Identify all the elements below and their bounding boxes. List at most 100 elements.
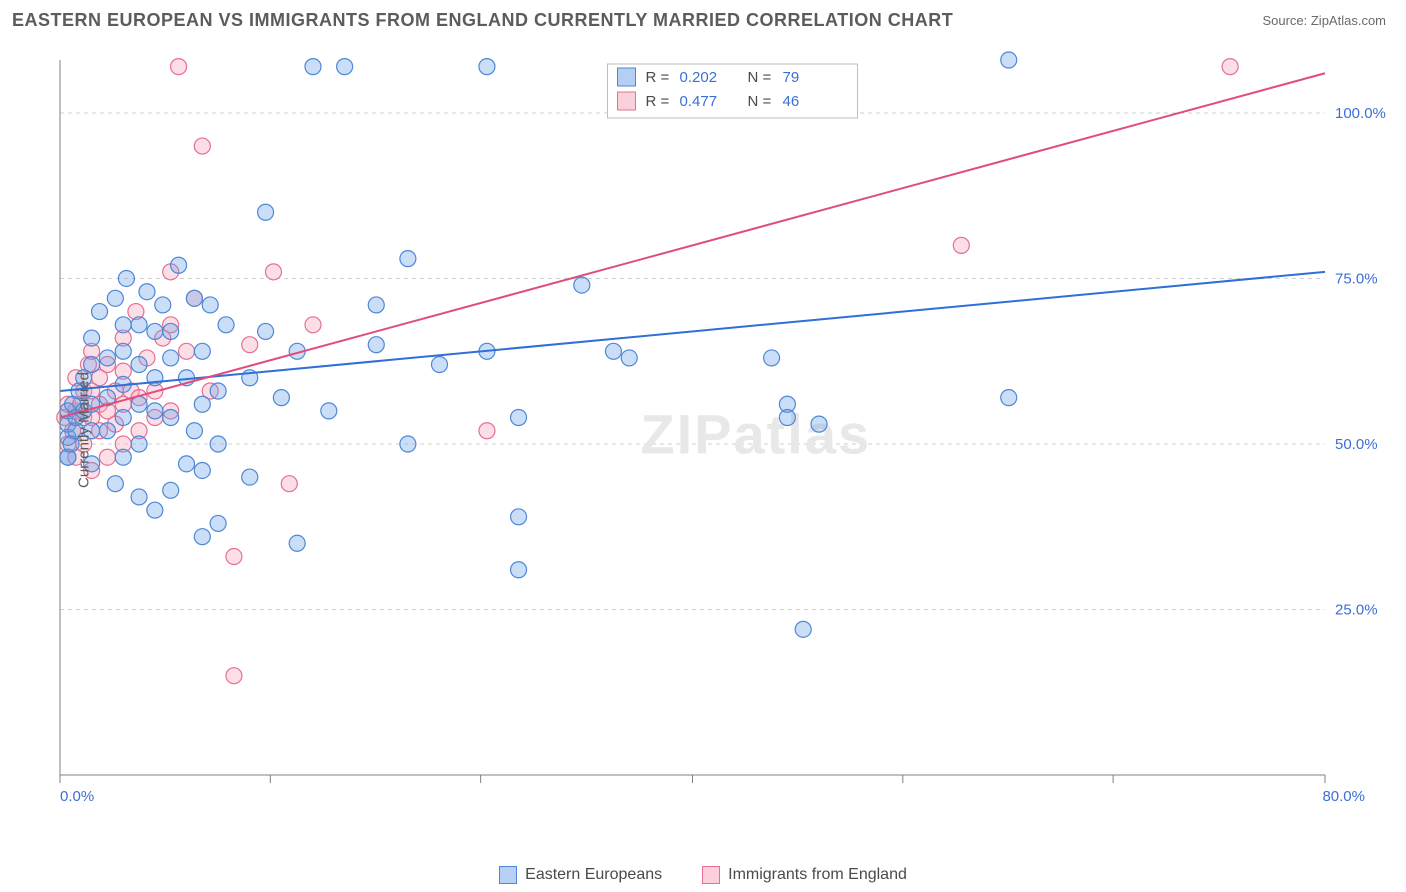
data-point: [194, 138, 210, 154]
trend-line: [60, 272, 1325, 391]
data-point: [764, 350, 780, 366]
legend-item-england: Immigrants from England: [702, 866, 907, 884]
data-point: [305, 317, 321, 333]
watermark: ZIPatlas: [640, 402, 871, 465]
data-point: [337, 59, 353, 75]
data-point: [131, 489, 147, 505]
data-point: [400, 436, 416, 452]
data-point: [139, 284, 155, 300]
data-point: [273, 390, 289, 406]
data-point: [163, 323, 179, 339]
stats-n-value: 79: [783, 69, 800, 86]
data-point: [171, 59, 187, 75]
data-point: [163, 482, 179, 498]
data-point: [155, 297, 171, 313]
data-point: [107, 476, 123, 492]
chart-title: EASTERN EUROPEAN VS IMMIGRANTS FROM ENGL…: [12, 10, 953, 31]
data-point: [131, 396, 147, 412]
data-point: [84, 330, 100, 346]
legend-swatch-eastern: [499, 866, 517, 884]
data-point: [605, 343, 621, 359]
x-tick-label: 0.0%: [60, 788, 94, 805]
data-point: [621, 350, 637, 366]
y-axis-label: Currently Married: [75, 372, 92, 488]
data-point: [210, 436, 226, 452]
stats-swatch: [618, 68, 636, 86]
chart-container: Currently Married 25.0%50.0%75.0%100.0%Z…: [40, 50, 1390, 810]
data-point: [432, 357, 448, 373]
data-point: [179, 456, 195, 472]
data-point: [574, 277, 590, 293]
data-point: [84, 357, 100, 373]
data-point: [194, 343, 210, 359]
data-point: [131, 317, 147, 333]
data-point: [115, 410, 131, 426]
data-point: [258, 323, 274, 339]
data-point: [194, 529, 210, 545]
data-point: [953, 237, 969, 253]
data-point: [147, 403, 163, 419]
chart-source: Source: ZipAtlas.com: [1262, 13, 1386, 28]
data-point: [368, 297, 384, 313]
data-point: [1222, 59, 1238, 75]
data-point: [265, 264, 281, 280]
data-point: [811, 416, 827, 432]
data-point: [368, 337, 384, 353]
y-tick-label: 75.0%: [1335, 270, 1378, 287]
legend-swatch-england: [702, 866, 720, 884]
data-point: [281, 476, 297, 492]
data-point: [131, 357, 147, 373]
stats-r-label: R =: [646, 93, 670, 110]
stats-n-label: N =: [748, 93, 772, 110]
data-point: [99, 449, 115, 465]
x-tick-label: 80.0%: [1322, 788, 1365, 805]
data-point: [511, 410, 527, 426]
data-point: [99, 350, 115, 366]
legend-label-england: Immigrants from England: [728, 866, 907, 884]
data-point: [118, 270, 134, 286]
data-point: [163, 410, 179, 426]
data-point: [115, 449, 131, 465]
stats-n-value: 46: [783, 93, 800, 110]
data-point: [131, 436, 147, 452]
data-point: [115, 317, 131, 333]
legend-item-eastern: Eastern Europeans: [499, 866, 662, 884]
data-point: [226, 549, 242, 565]
data-point: [479, 423, 495, 439]
trend-line: [60, 73, 1325, 417]
stats-r-label: R =: [646, 69, 670, 86]
data-point: [305, 59, 321, 75]
data-point: [147, 502, 163, 518]
data-point: [479, 59, 495, 75]
y-tick-label: 50.0%: [1335, 436, 1378, 453]
stats-r-value: 0.477: [680, 93, 718, 110]
stats-r-value: 0.202: [680, 69, 718, 86]
data-point: [242, 469, 258, 485]
chart-header: EASTERN EUROPEAN VS IMMIGRANTS FROM ENGL…: [0, 0, 1406, 35]
stats-swatch: [618, 92, 636, 110]
scatter-chart: 25.0%50.0%75.0%100.0%ZIPatlas0.0%80.0%R …: [40, 50, 1390, 810]
data-point: [179, 343, 195, 359]
data-point: [400, 251, 416, 267]
data-point: [147, 323, 163, 339]
data-point: [186, 423, 202, 439]
data-point: [258, 204, 274, 220]
data-point: [511, 562, 527, 578]
data-point: [210, 383, 226, 399]
data-point: [242, 337, 258, 353]
data-point: [511, 509, 527, 525]
data-point: [1001, 52, 1017, 68]
data-point: [218, 317, 234, 333]
data-point: [795, 621, 811, 637]
data-point: [779, 410, 795, 426]
data-point: [171, 257, 187, 273]
y-tick-label: 25.0%: [1335, 601, 1378, 618]
data-point: [289, 535, 305, 551]
data-point: [1001, 390, 1017, 406]
data-point: [194, 396, 210, 412]
stats-n-label: N =: [748, 69, 772, 86]
data-point: [107, 290, 123, 306]
data-point: [186, 290, 202, 306]
data-point: [163, 350, 179, 366]
data-point: [202, 297, 218, 313]
